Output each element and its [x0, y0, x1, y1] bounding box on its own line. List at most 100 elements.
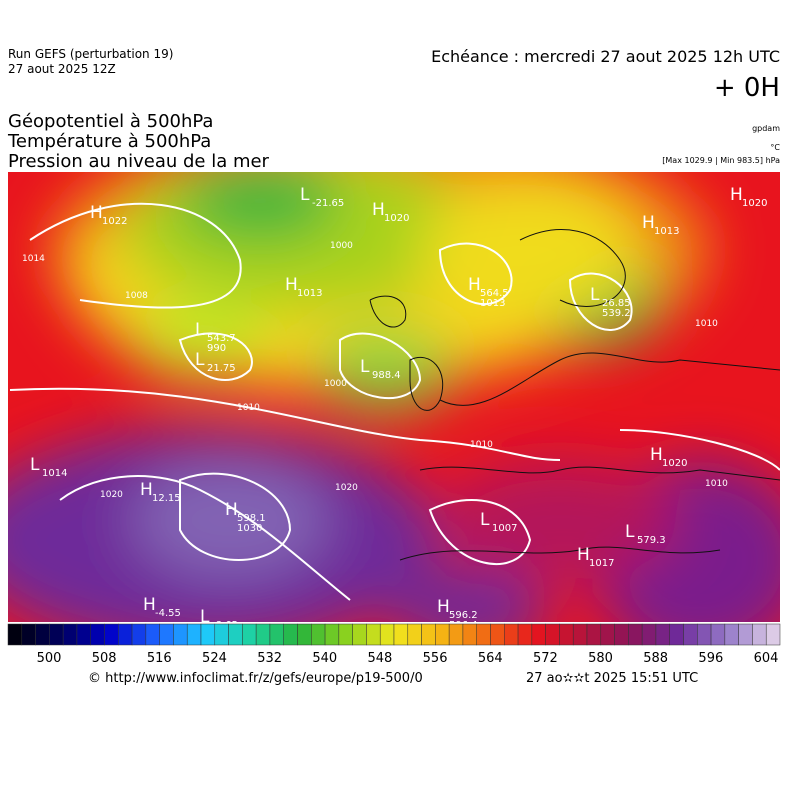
- colorbar-swatch: [186, 623, 202, 646]
- center-value: 1020: [662, 458, 687, 469]
- colorbar-swatch: [476, 623, 491, 646]
- center-symbol: H: [642, 213, 655, 233]
- center-symbol: L: [590, 285, 600, 305]
- colorbar-swatch: [159, 623, 174, 646]
- unit-celsius: °C: [770, 143, 780, 152]
- colorbar-swatch: [545, 623, 560, 646]
- center-symbol: H: [285, 275, 298, 295]
- colorbar-swatch: [421, 623, 436, 646]
- colorbar-swatch: [765, 623, 781, 646]
- center-value: 1013: [654, 226, 679, 237]
- colorbar-swatch: [35, 623, 50, 646]
- isobar-label: 1020: [335, 483, 358, 493]
- center-value: 1007: [492, 523, 517, 534]
- center-value: 1022: [102, 216, 127, 227]
- colorbar-tick-label: 516: [147, 651, 172, 666]
- colorbar-swatch: [49, 623, 64, 646]
- isobar-label: 1008: [125, 291, 148, 301]
- colorbar-swatch: [242, 623, 257, 646]
- colorbar-swatch: [90, 623, 105, 646]
- title-2: Température à 500hPa: [7, 131, 211, 152]
- colorbar-swatch: [324, 623, 340, 646]
- center-value: 1013: [480, 298, 505, 309]
- source-url: © http://www.infoclimat.fr/z/gefs/europe…: [88, 671, 423, 686]
- colorbar-swatch: [379, 623, 395, 646]
- isobar-label: 1014: [22, 254, 45, 264]
- colorbar-swatch: [655, 623, 670, 646]
- center-symbol: L: [300, 185, 310, 205]
- colorbar-swatch: [7, 623, 23, 646]
- colorbar-tick-label: 596: [698, 651, 723, 666]
- colorbar-swatch: [338, 623, 353, 646]
- center-symbol: H: [372, 200, 385, 220]
- isobar-label: 1010: [237, 403, 260, 413]
- colorbar-swatch: [710, 623, 726, 646]
- colorbar-swatch: [448, 623, 464, 646]
- colorbar-tick-label: 500: [37, 651, 62, 666]
- colorbar-swatch: [283, 623, 298, 646]
- unit-gpdam: gpdam: [752, 124, 780, 133]
- center-value: 543.7: [207, 333, 236, 344]
- colorbar-tick-label: 508: [92, 651, 117, 666]
- colorbar-swatch: [600, 623, 615, 646]
- colorbar-tick-label: 564: [478, 651, 503, 666]
- colorbar-tick-label: 540: [312, 651, 337, 666]
- center-symbol: L: [625, 522, 635, 542]
- colorbar-swatch: [104, 623, 119, 646]
- lead-time: + 0H: [714, 73, 780, 103]
- colorbar-swatch: [214, 623, 229, 646]
- colorbar-swatch: [504, 623, 519, 646]
- colorbar-tick-label: 588: [643, 651, 668, 666]
- colorbar-swatch: [641, 623, 657, 646]
- center-value: 1014: [42, 468, 67, 479]
- center-value: -8.65: [212, 620, 238, 631]
- isobar-label: 1010: [695, 319, 718, 329]
- center-value: -4.55: [155, 608, 181, 619]
- colorbar-swatch: [628, 623, 643, 646]
- colorbar-swatch: [145, 623, 160, 646]
- center-value: 1030: [237, 523, 262, 534]
- center-value: 990: [207, 343, 226, 354]
- center-symbol: H: [730, 185, 743, 205]
- colorbar-swatch: [738, 623, 753, 646]
- colorbar-swatch: [462, 623, 477, 646]
- colorbar-swatch: [586, 623, 602, 646]
- center-value: 564.5: [480, 288, 509, 299]
- center-value: 596.2: [449, 610, 478, 621]
- geopotential-field: [8, 172, 780, 622]
- isobar-label: 1010: [470, 440, 493, 450]
- colorbar-tick-label: 548: [368, 651, 393, 666]
- center-symbol: H: [437, 597, 450, 617]
- center-value: 26.85: [602, 298, 631, 309]
- center-symbol: H: [143, 595, 156, 615]
- center-value: 1017: [589, 558, 614, 569]
- colorbar-swatch: [200, 623, 216, 646]
- colorbar-swatch: [572, 623, 588, 646]
- center-symbol: H: [90, 203, 103, 223]
- center-symbol: L: [30, 455, 40, 475]
- colorbar-swatch: [752, 623, 767, 646]
- colorbar-swatch: [21, 623, 36, 646]
- title-3: Pression au niveau de la mer: [8, 151, 270, 172]
- center-value: 1020: [384, 213, 409, 224]
- colorbar-swatch: [614, 623, 629, 646]
- colorbar-swatch: [76, 623, 91, 646]
- colorbar-swatch: [297, 623, 312, 646]
- colorbar-swatch: [255, 623, 271, 646]
- center-symbol: L: [360, 357, 370, 377]
- center-symbol: L: [200, 607, 210, 627]
- colorbar-tick-label: 556: [423, 651, 448, 666]
- colorbar-swatch: [669, 623, 684, 646]
- center-value: 21.75: [207, 363, 236, 374]
- colorbar-swatch: [559, 623, 574, 646]
- unit-hpa: [Max 1029.9 | Min 983.5] hPa: [662, 156, 780, 165]
- center-symbol: L: [195, 350, 205, 370]
- center-value: 988.4: [372, 370, 401, 381]
- colorbar: 500 508 516 524 532 540 548 556 564 572 580 588 596 6…: [7, 623, 781, 666]
- colorbar-swatch: [228, 623, 243, 646]
- colorbar-swatch: [683, 623, 698, 646]
- center-value: 1020: [742, 198, 767, 209]
